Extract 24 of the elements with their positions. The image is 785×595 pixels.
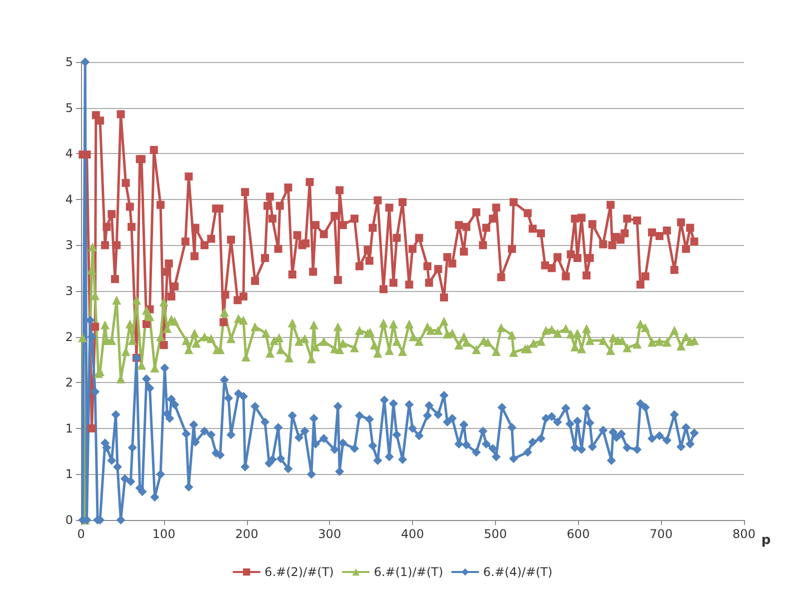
x-tick-label: 200 [235, 527, 258, 541]
x-tick-label: 0 [77, 527, 85, 541]
legend-label: 6.#(2)/#(T) [264, 565, 334, 579]
y-tick-label: 0 [65, 513, 73, 527]
y-tick-label: 4 [65, 146, 73, 161]
legend-label: 6.#(4)/#(T) [483, 565, 552, 579]
x-tick-label: 400 [401, 527, 424, 541]
x-tick-label: 600 [566, 527, 590, 541]
y-tick-label: 3 [65, 284, 73, 298]
y-tick-label: 1 [65, 421, 73, 436]
x-tick-label: 100 [152, 527, 176, 541]
y-tick-label: 3 [65, 238, 73, 252]
x-tick-label: 800 [732, 527, 756, 541]
y-tick-label: 1 [65, 467, 73, 482]
x-tick-label: 700 [650, 527, 673, 541]
y-tick-label: 2 [65, 376, 73, 390]
legend-label: 6.#(1)/#(T) [374, 565, 444, 579]
x-tick-label: 500 [484, 527, 507, 541]
y-tick-label: 5 [65, 100, 73, 115]
y-tick-label: 4 [65, 192, 73, 206]
x-tick-label: 300 [318, 527, 342, 541]
x-axis-title: p [761, 533, 771, 548]
y-tick-label: 5 [65, 55, 73, 69]
y-tick-label: 2 [65, 330, 73, 344]
